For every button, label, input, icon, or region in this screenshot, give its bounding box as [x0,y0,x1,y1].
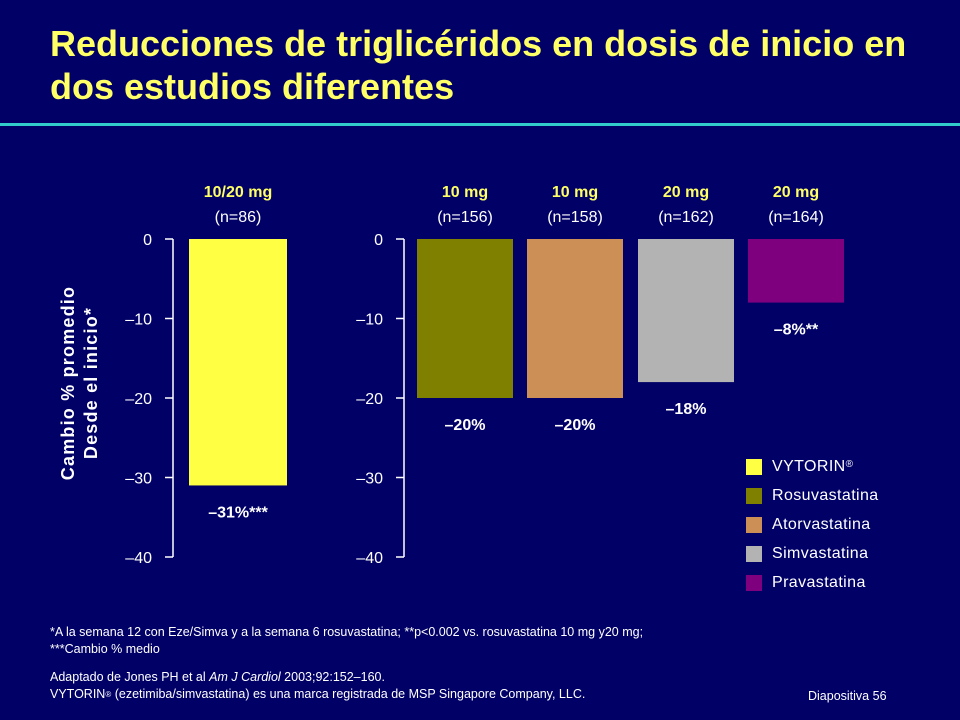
legend-entry: Rosuvastatina [746,481,879,510]
footnote-line1: *A la semana 12 con Eze/Simva y a la sem… [50,625,644,639]
dose-label: 10 mg [552,184,598,201]
legend-label: Atorvastatina [772,515,871,533]
legend: VYTORIN ® Rosuvastatina Atorvastatina Simvas… [746,452,879,597]
trademark-sup: ® [105,690,112,699]
y-axis-label: Cambio % promedio Desde el inicio* [0,286,200,480]
citation-journal: Am J Cardiol [209,670,281,684]
y-axis-label-line2: Desde el inicio* [80,306,101,460]
slide-title: Reducciones de triglicéridos en dosis de… [50,23,907,107]
n-label: (n=156) [437,209,493,226]
y-tick-label: –30 [125,471,152,488]
legend-swatch [746,516,762,533]
legend-swatch [746,574,762,591]
data-label: –20% [445,417,486,434]
legend-label: Rosuvastatina [772,486,879,504]
data-label: –18% [666,401,707,418]
footnotes: *A la semana 12 con Eze/Simva y a la sem… [50,624,870,658]
source-citation: Adaptado de Jones PH et al Am J Cardiol … [50,669,810,703]
chart-statins: 0 –10 –20 –30 –40 10 mg (n=156) –20% 10 mg (n=158… [356,184,844,567]
legend-entry: VYTORIN ® [746,452,879,481]
chart-vytorin: 0 –10 –20 –30 –40 10/20 mg (n=86) –31%*** [125,184,287,567]
bar [527,239,623,398]
legend-entry: Simvastatina [746,539,879,568]
title-divider [0,123,960,126]
dose-label: 20 mg [663,184,709,201]
data-label: –8%** [774,322,819,339]
legend-entry: Pravastatina [746,568,879,597]
legend-swatch [746,545,762,562]
slide-number: Diapositiva 56 [808,689,887,703]
legend-swatch [746,458,762,475]
n-label: (n=162) [658,209,714,226]
legend-entry: Atorvastatina [746,510,879,539]
legend-sup: ® [845,459,854,470]
dose-label: 10 mg [442,184,488,201]
y-tick-label: 0 [374,232,383,249]
citation-prefix: Adaptado de Jones PH et al [50,670,210,684]
dose-label: 10/20 mg [204,184,272,201]
trademark-line: VYTORIN® (ezetimiba/simvastatina) es una… [50,686,810,703]
y-tick-label: 0 [143,232,152,249]
citation-suffix: 2003;92:152–160. [280,670,385,684]
y-tick-label: –40 [356,550,383,567]
citation-line: Adaptado de Jones PH et al Am J Cardiol … [50,669,810,686]
legend-swatch [746,487,762,504]
trademark-text: (ezetimiba/simvastatina) es una marca re… [111,687,586,701]
n-label: (n=158) [547,209,603,226]
bar [748,239,844,303]
bar-chart: 0 –10 –20 –30 –40 10/20 mg (n=86) –31%*** 0 –10 –… [125,184,844,567]
trademark-brand: VYTORIN [50,687,106,701]
y-tick-label: –40 [125,550,152,567]
y-tick-label: –10 [356,312,383,329]
y-tick-label: –30 [356,471,383,488]
n-label: (n=86) [215,209,262,226]
y-tick-label: –20 [356,391,383,408]
dose-label: 20 mg [773,184,819,201]
legend-label: VYTORIN [772,457,846,475]
data-label: –31%*** [208,504,268,521]
bar [417,239,513,398]
legend-label: Pravastatina [772,573,866,591]
y-tick-label: –10 [125,312,152,329]
n-label: (n=164) [768,209,824,226]
y-axis-label-line1: Cambio % promedio [57,285,78,481]
legend-label: Simvastatina [772,544,869,562]
footnote-line2: ***Cambio % medio [50,642,160,656]
bar [638,239,734,383]
data-label: –20% [555,417,596,434]
bar [189,239,287,486]
y-tick-label: –20 [125,391,152,408]
